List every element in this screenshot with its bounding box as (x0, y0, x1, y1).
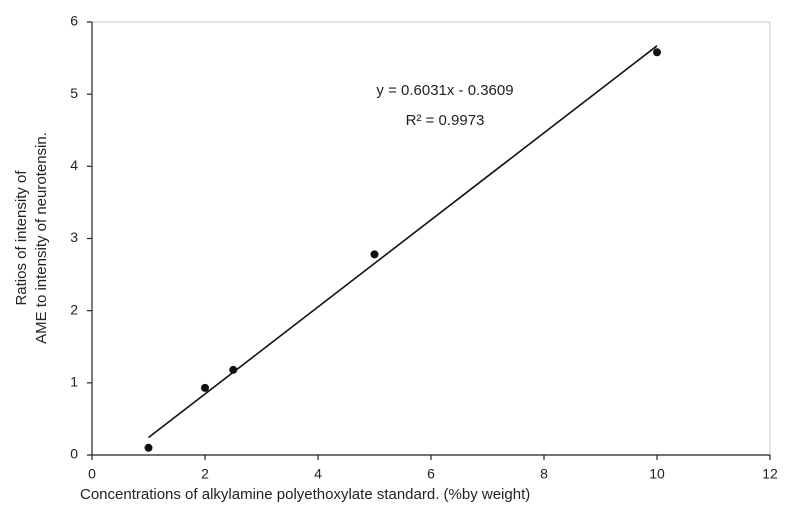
y-axis-label: Ratios of intensity of (13, 170, 30, 306)
x-tick-label: 8 (540, 466, 548, 482)
x-tick-label: 0 (88, 466, 96, 482)
y-tick-label: 1 (70, 374, 78, 390)
data-point (144, 443, 153, 452)
y-tick-label: 5 (70, 85, 78, 101)
equation: y = 0.6031x - 0.3609 (376, 82, 513, 99)
x-axis-label: Concentrations of alkylamine polyethoxyl… (80, 486, 530, 503)
data-point (229, 365, 238, 374)
x-tick-label: 4 (314, 466, 322, 482)
y-tick-label: 6 (70, 13, 78, 29)
y-tick-label: 0 (70, 446, 78, 462)
x-tick-label: 12 (762, 466, 778, 482)
data-point (201, 383, 209, 392)
data-point (370, 250, 379, 259)
x-tick-label: 10 (649, 466, 665, 482)
y-axis-label: AME to intensity of neurotensin. (33, 132, 50, 344)
y-tick-label: 2 (70, 301, 78, 317)
trendline (148, 45, 658, 439)
y-tick-label: 3 (70, 229, 78, 245)
data-point (653, 48, 661, 57)
r-squared: R² = 0.9973 (406, 112, 485, 129)
y-tick-label: 4 (70, 157, 78, 173)
x-tick-label: 6 (427, 466, 435, 482)
x-tick-label: 2 (201, 466, 209, 482)
